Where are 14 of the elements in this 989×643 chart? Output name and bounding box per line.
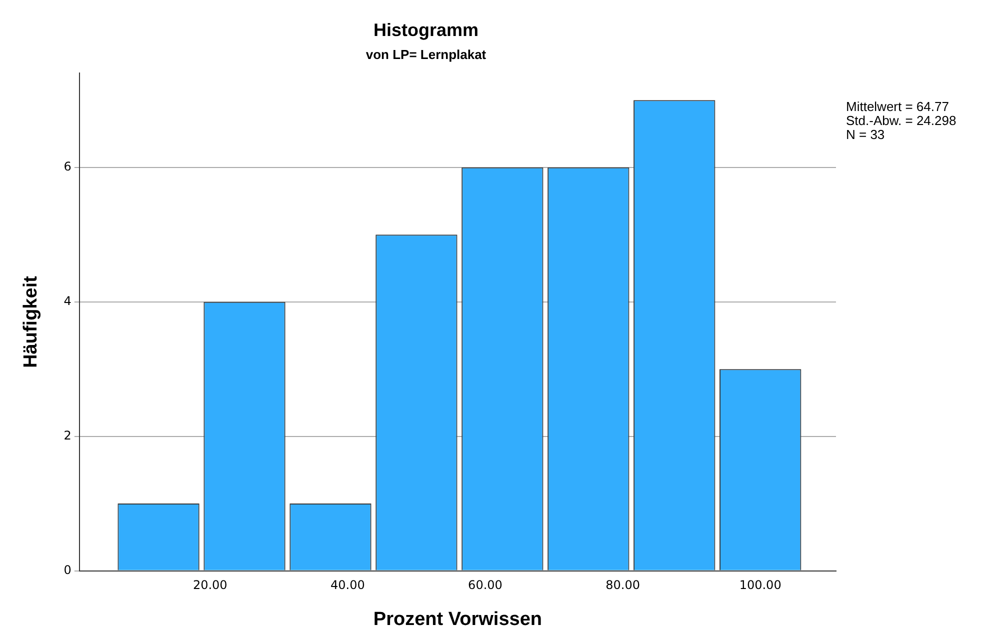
chart-subtitle: von LP= Lernplakat <box>366 46 487 62</box>
x-tick-label: 80.00 <box>606 578 640 592</box>
y-tick-label: 0 <box>64 562 72 577</box>
x-tick-label: 60.00 <box>468 578 502 592</box>
x-tick-label: 20.00 <box>192 578 228 592</box>
text: Mittelwert = 64.77 Std.-Abw. = 24.298 N = 33 <box>846 99 956 142</box>
y-axis-title: Häufigkeit <box>20 275 42 368</box>
x-axis-title: Prozent Vorwissen <box>373 608 542 630</box>
x-tick-label: 40.00 <box>330 578 365 592</box>
y-tick-label: 2 <box>64 428 72 442</box>
y-tick-label: 4 <box>64 294 72 308</box>
chart-title: Histogramm <box>373 20 479 40</box>
y-tick-label: 6 <box>64 159 72 174</box>
x-tick-label: 100.00 <box>739 578 782 592</box>
